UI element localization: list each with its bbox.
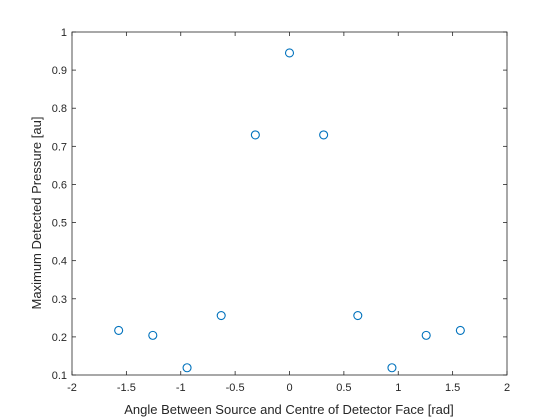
x-axis-label: Angle Between Source and Centre of Detec… — [124, 402, 454, 417]
y-tick-label: 0.8 — [52, 103, 67, 115]
data-point — [319, 130, 329, 140]
x-tick-label: -1 — [176, 382, 186, 394]
data-point — [421, 330, 431, 340]
y-tick-label: 0.9 — [52, 65, 67, 77]
x-tick-label: -0.5 — [226, 382, 245, 394]
x-tick-label: -1.5 — [117, 382, 136, 394]
x-tick-label: 1 — [395, 382, 401, 394]
data-point — [216, 310, 226, 321]
x-axis-ticks: -2 -1.5 -1 -0.5 0 0.5 1 1.5 2 — [67, 32, 510, 394]
y-tick-label: 0.3 — [52, 294, 67, 306]
data-point — [353, 310, 363, 321]
y-tick-label: 0.4 — [52, 256, 67, 268]
data-point — [284, 48, 295, 58]
y-tick-label: 0.2 — [52, 332, 67, 344]
y-tick-label: 0.1 — [52, 370, 67, 382]
y-tick-label: 0.5 — [52, 218, 67, 230]
data-point — [455, 325, 465, 335]
x-tick-label: 1.5 — [445, 382, 460, 394]
data-points — [114, 48, 465, 373]
x-tick-label: 0.5 — [336, 382, 351, 394]
x-tick-label: 0 — [286, 382, 292, 394]
data-point — [148, 330, 158, 340]
y-tick-label: 0.6 — [52, 179, 67, 191]
y-axis-label: Maximum Detected Pressure [au] — [29, 117, 44, 310]
plot-area-box — [71, 31, 508, 376]
y-tick-label: 1 — [61, 27, 67, 39]
y-axis-ticks: 0.1 0.2 0.3 0.4 0.5 0.6 0.7 0.8 0.9 1 — [52, 27, 507, 382]
data-point — [250, 130, 260, 140]
y-tick-label: 0.7 — [52, 141, 67, 153]
plot-frame — [71, 31, 508, 376]
data-point — [182, 363, 192, 373]
x-tick-label: 2 — [504, 382, 510, 394]
data-point — [387, 363, 397, 373]
data-point — [114, 325, 124, 335]
x-tick-label: -2 — [67, 382, 77, 394]
